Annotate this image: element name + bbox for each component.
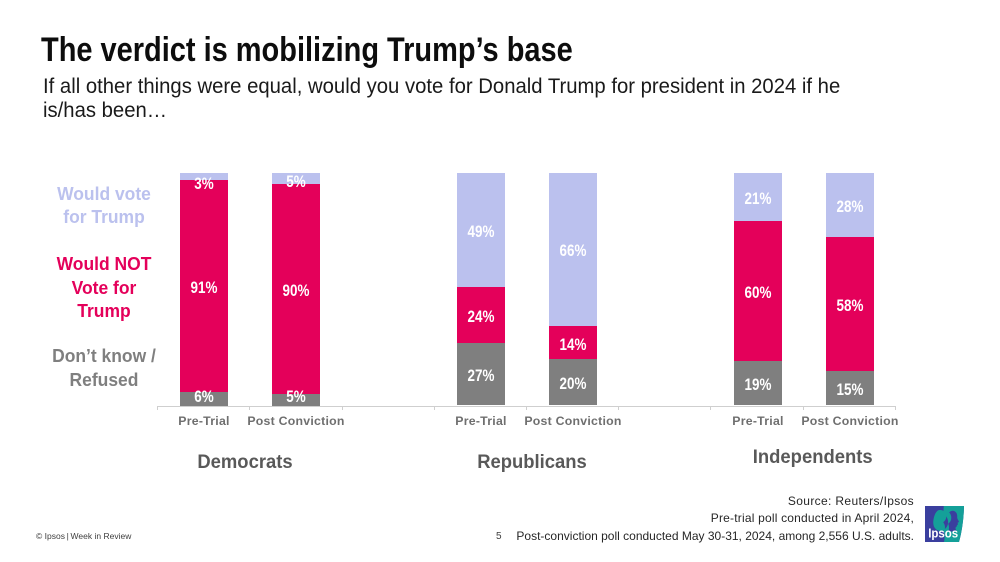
svg-text:Ipsos: Ipsos: [928, 525, 958, 540]
